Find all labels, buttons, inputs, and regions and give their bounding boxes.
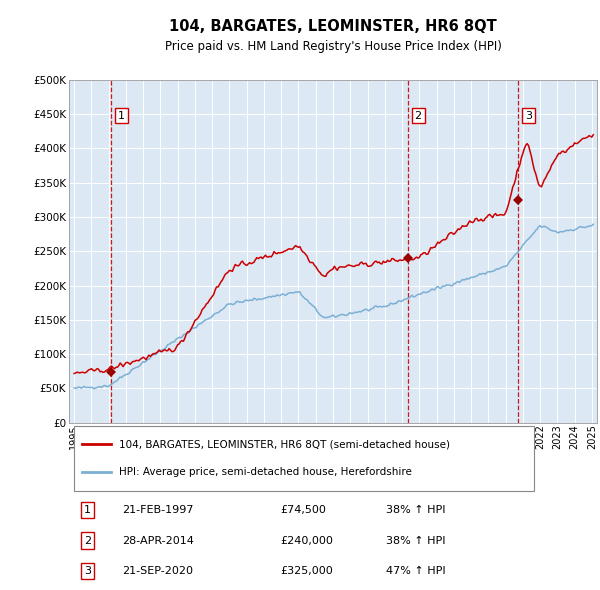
Text: HPI: Average price, semi-detached house, Herefordshire: HPI: Average price, semi-detached house,… — [119, 467, 412, 477]
Text: £240,000: £240,000 — [280, 536, 333, 546]
Text: 38% ↑ HPI: 38% ↑ HPI — [386, 536, 445, 546]
Text: 3: 3 — [84, 566, 91, 576]
Text: 3: 3 — [525, 111, 532, 121]
FancyBboxPatch shape — [74, 426, 533, 490]
Text: £325,000: £325,000 — [280, 566, 333, 576]
Text: 2: 2 — [415, 111, 422, 121]
Text: 28-APR-2014: 28-APR-2014 — [122, 536, 194, 546]
Text: 47% ↑ HPI: 47% ↑ HPI — [386, 566, 445, 576]
Text: £74,500: £74,500 — [280, 505, 326, 515]
Text: 38% ↑ HPI: 38% ↑ HPI — [386, 505, 445, 515]
Text: 1: 1 — [84, 505, 91, 515]
Text: 2: 2 — [84, 536, 91, 546]
Text: 1: 1 — [118, 111, 125, 121]
Text: 21-SEP-2020: 21-SEP-2020 — [122, 566, 193, 576]
Text: 21-FEB-1997: 21-FEB-1997 — [122, 505, 193, 515]
Text: 104, BARGATES, LEOMINSTER, HR6 8QT: 104, BARGATES, LEOMINSTER, HR6 8QT — [169, 19, 497, 34]
Text: Price paid vs. HM Land Registry's House Price Index (HPI): Price paid vs. HM Land Registry's House … — [164, 40, 502, 53]
Text: 104, BARGATES, LEOMINSTER, HR6 8QT (semi-detached house): 104, BARGATES, LEOMINSTER, HR6 8QT (semi… — [119, 439, 450, 449]
